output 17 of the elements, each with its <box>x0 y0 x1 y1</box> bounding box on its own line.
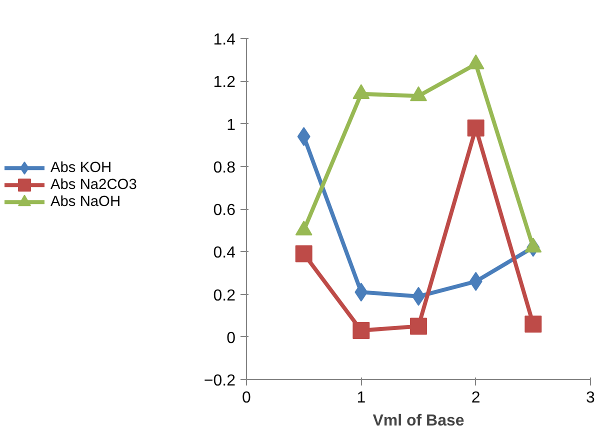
legend-label: Abs NaOH <box>50 194 121 210</box>
y-tick-label: 0.4 <box>213 244 236 262</box>
legend-label: Abs Na2CO3 <box>50 177 137 194</box>
y-tick-label: 1.4 <box>213 32 236 48</box>
y-tick-label: 1 <box>226 116 236 134</box>
x-tick-label: 0 <box>242 390 252 406</box>
x-tick-label: 3 <box>586 390 596 406</box>
y-tick-label: 0.2 <box>213 287 236 304</box>
legend-label: Abs KOH <box>50 160 112 176</box>
y-tick-label: 0 <box>226 330 236 347</box>
y-tick-label: 0.8 <box>213 159 236 176</box>
x-tick-label: 1 <box>356 390 366 406</box>
y-tick-label: 1.2 <box>213 74 236 92</box>
y-tick-label: −0.2 <box>204 372 236 390</box>
x-axis-title: Vml of Base <box>372 412 464 430</box>
y-tick-label: 0.6 <box>213 202 236 219</box>
x-tick-label: 2 <box>471 390 480 406</box>
